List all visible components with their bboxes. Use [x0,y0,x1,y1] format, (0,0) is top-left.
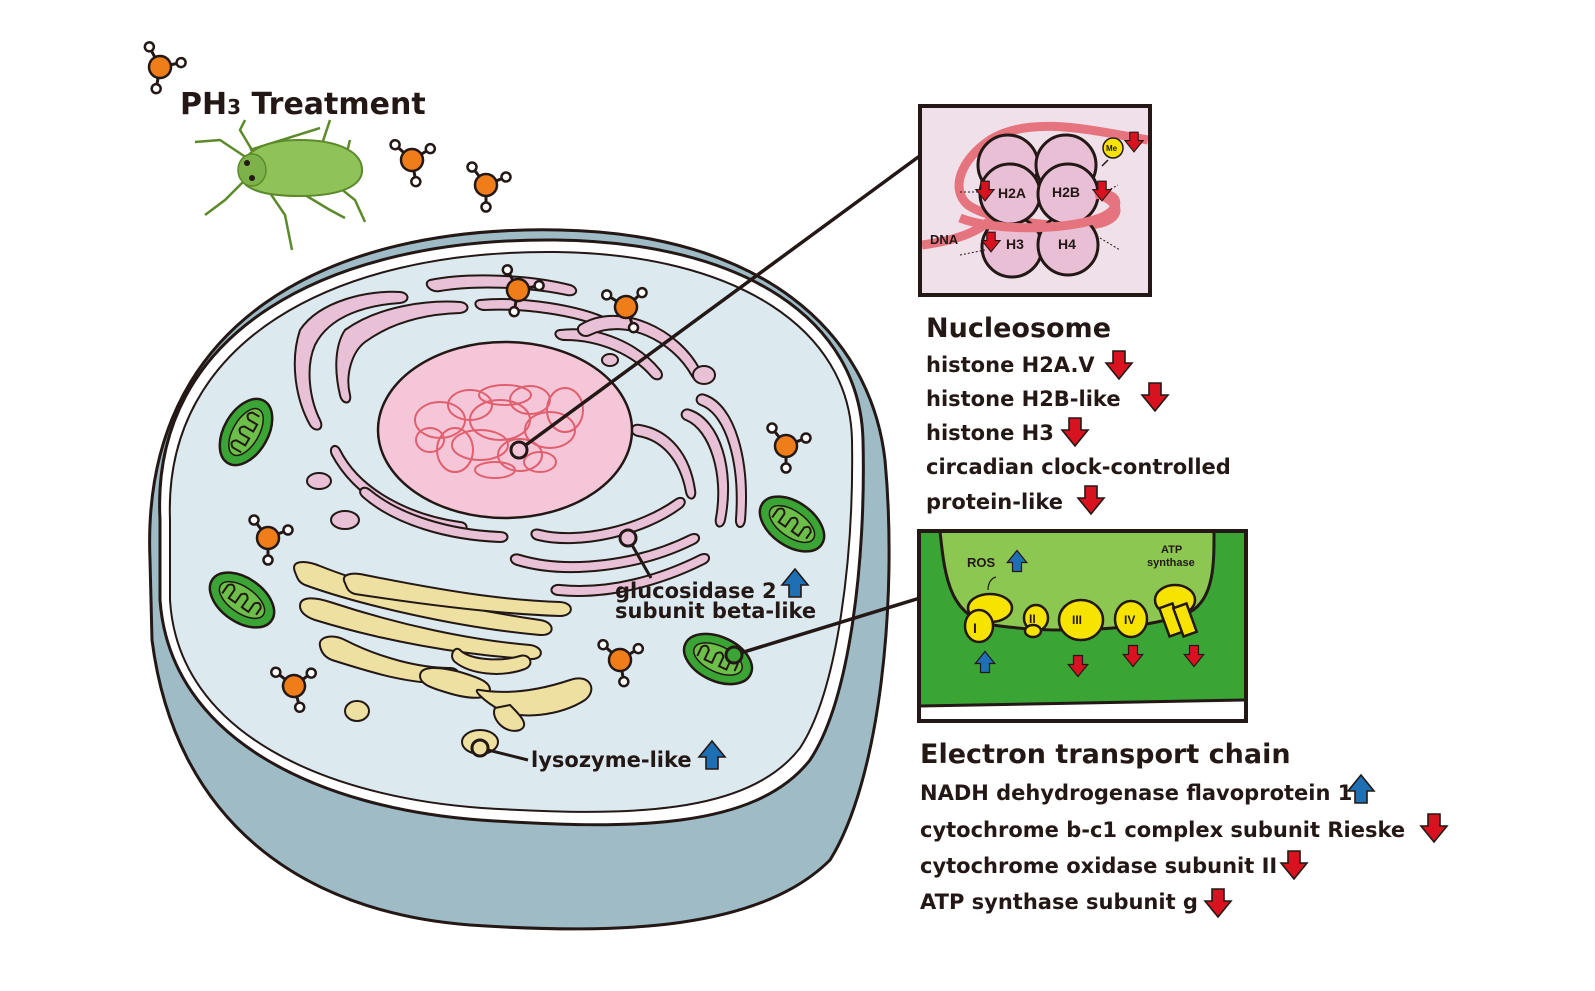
histone-label-h4: H4 [1058,236,1076,252]
etc-item-2: cytochrome oxidase subunit II [920,854,1277,878]
endoplasmic-reticulum [293,274,747,597]
nucleosome-item-2: histone H3 [926,421,1054,445]
glucosidase-label-line2: subunit beta-like [615,599,816,623]
complex-III [1057,598,1105,642]
nucleus-callout-line [517,153,923,452]
nucleosome-item-2-down-arrow [1061,417,1089,447]
atp-synthase-icon [1153,583,1199,639]
etc-item-3: ATP synthase subunit g [920,890,1198,914]
er-callout-point [618,528,638,548]
glucosidase-label-line1: glucosidase 2 [615,579,777,603]
histone-label-h3: H3 [1006,236,1024,252]
nucleosome-item-0-down-arrow [1105,350,1133,380]
svg-text:IV: IV [1124,613,1135,627]
etc-heading: Electron transport chain [920,739,1291,770]
nucleosome-item-1-down-arrow [1141,382,1169,412]
complex-II [1022,603,1050,639]
ph3-molecule [466,161,512,213]
nucleosome-item-4-down-arrow [1077,485,1105,515]
treatment-title: PH3 Treatment [180,87,426,122]
svg-text:Me: Me [1106,144,1118,153]
lysosome-callout-point [470,738,490,758]
ph3-molecule [388,132,443,191]
etc-item-3-down-arrow [1204,888,1232,918]
methyl-icon: Me [1101,137,1124,167]
svg-text:III: III [1072,613,1082,627]
cell [148,228,891,931]
chromatin [414,384,584,479]
etc-inset: I II III IV ROS ATP synthase [917,529,1248,723]
nucleosome-item-1: histone H2B-like [926,387,1121,411]
etc-item-1-down-arrow [1420,813,1448,843]
aphid [194,119,367,251]
histone-label-h2a: H2A [998,185,1026,201]
etc-item-0: NADH dehydrogenase flavoprotein 1 [920,781,1352,805]
nucleosome-item-4: protein-like [926,490,1063,514]
nucleus-callout-point [509,440,529,460]
nucleus [376,340,634,520]
complex-I [963,592,1014,644]
svg-text:I: I [973,620,977,636]
nucleosome-heading: Nucleosome [926,313,1111,344]
ros-label: ROS [967,555,996,570]
dna-label: DNA [930,232,959,247]
svg-text:II: II [1029,612,1036,626]
nucleosome-item-0: histone H2A.V [926,353,1095,377]
etc-item-2-down-arrow [1280,850,1308,880]
mito-callout-point [724,645,744,665]
etc-item-1: cytochrome b-c1 complex subunit Rieske [920,818,1405,842]
histone-label-h2b: H2B [1052,184,1080,200]
atp-synthase-label-2: synthase [1147,557,1195,569]
mito-callout-line [733,596,921,657]
nucleosome-item-3: circadian clock-controlled [926,455,1231,479]
complex-IV [1113,599,1149,639]
nucleosome-inset: H2A H2B H3 H4 DNA Me [918,104,1152,297]
atp-synthase-label-1: ATP [1161,544,1182,556]
lysozyme-label: lysozyme-like [531,748,692,772]
